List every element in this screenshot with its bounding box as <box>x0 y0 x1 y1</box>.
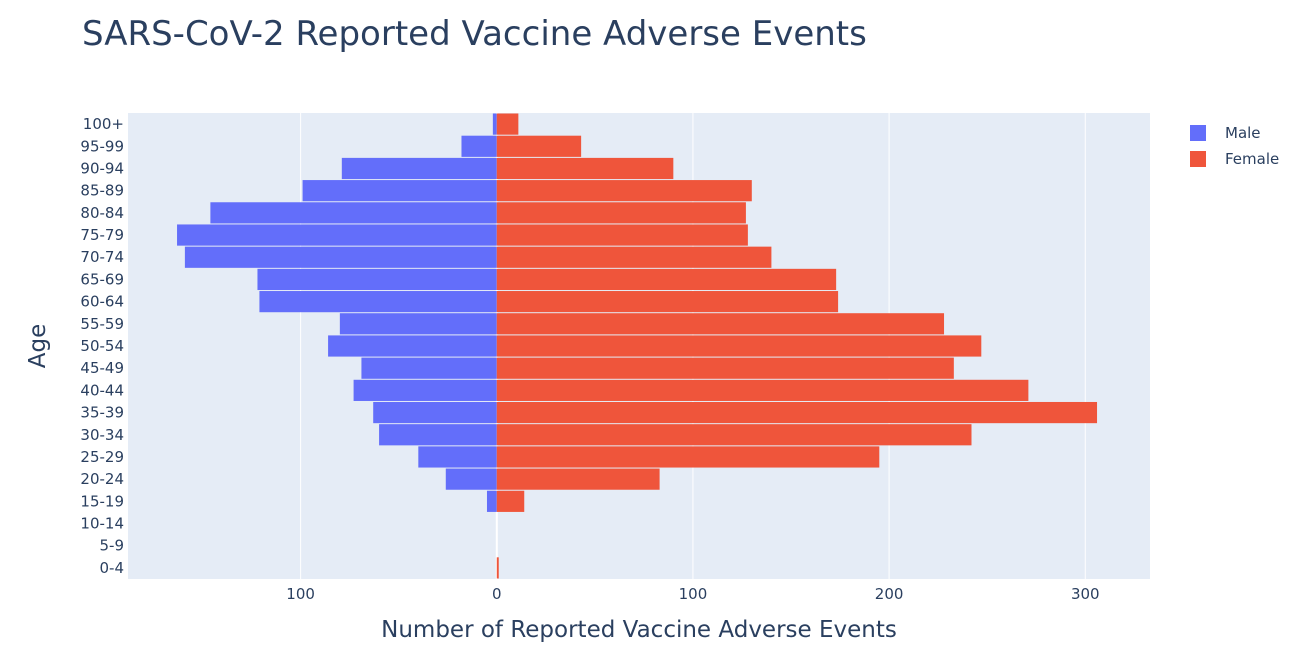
bar-female <box>496 424 972 446</box>
bar-male <box>328 335 497 357</box>
bar-male <box>302 180 497 202</box>
y-tick-label: 65-69 <box>80 270 124 288</box>
legend[interactable]: Male Female <box>1190 124 1279 168</box>
y-tick-label: 90-94 <box>80 159 124 177</box>
x-axis-title: Number of Reported Vaccine Adverse Event… <box>381 617 897 643</box>
bar-male <box>259 291 497 313</box>
page-title: SARS-CoV-2 Reported Vaccine Adverse Even… <box>82 14 867 54</box>
bar-female <box>496 335 982 357</box>
bar-female <box>496 157 674 180</box>
legend-item-male[interactable]: Male <box>1190 124 1261 142</box>
bar-female <box>496 557 499 579</box>
bar-male <box>461 135 497 157</box>
y-tick-label: 80-84 <box>80 204 124 222</box>
bar-male <box>418 446 497 468</box>
x-tick-label: 0 <box>492 585 502 603</box>
bar-female <box>496 291 839 313</box>
y-tick-label: 30-34 <box>80 426 124 444</box>
x-axis-ticks: 100 0 100 200 300 <box>286 585 1099 603</box>
bar-female <box>496 135 582 157</box>
y-tick-label: 55-59 <box>80 315 124 333</box>
bars <box>177 113 1098 579</box>
y-tick-label: 35-39 <box>80 404 124 422</box>
x-tick-label: 200 <box>875 585 904 603</box>
bar-female <box>496 379 1029 401</box>
x-tick-label: 300 <box>1071 585 1100 603</box>
bar-male <box>486 490 497 512</box>
x-tick-label: 100 <box>679 585 708 603</box>
legend-label: Male <box>1225 124 1261 142</box>
bar-female <box>496 202 746 224</box>
y-tick-label: 15-19 <box>80 492 124 510</box>
bar-male <box>361 357 497 379</box>
bar-female <box>496 224 748 246</box>
bar-female <box>496 313 945 335</box>
bar-female <box>496 446 880 468</box>
bar-male <box>353 379 497 401</box>
y-tick-label: 45-49 <box>80 359 124 377</box>
legend-swatch <box>1190 151 1206 167</box>
y-tick-label: 60-64 <box>80 293 124 311</box>
y-axis-title: Age <box>25 324 51 368</box>
bar-male <box>445 468 497 490</box>
bar-male <box>257 268 497 291</box>
legend-label: Female <box>1225 150 1279 168</box>
bar-female <box>496 113 519 135</box>
bar-female <box>496 401 1098 424</box>
bar-female <box>496 490 525 512</box>
bar-female <box>496 468 660 490</box>
bar-female <box>496 268 837 291</box>
y-axis-ticks: 0-4 5-9 10-14 15-19 20-24 25-29 30-34 35-39 40-4… <box>80 115 124 577</box>
y-tick-label: 75-79 <box>80 226 124 244</box>
x-tick-label: 100 <box>286 585 315 603</box>
bar-male <box>341 157 497 180</box>
bar-male <box>492 113 497 135</box>
bar-male <box>177 224 497 246</box>
bar-female <box>496 180 752 202</box>
bar-male <box>373 401 497 424</box>
bar-male <box>184 246 497 268</box>
y-tick-label: 70-74 <box>80 248 124 266</box>
y-tick-label: 85-89 <box>80 182 124 200</box>
legend-item-female[interactable]: Female <box>1190 150 1279 168</box>
y-tick-label: 100+ <box>83 115 124 133</box>
y-tick-label: 0-4 <box>100 559 125 577</box>
bar-female <box>496 357 954 379</box>
legend-swatch <box>1190 125 1206 141</box>
bar-female <box>496 246 772 268</box>
bar-male <box>210 202 497 224</box>
bar-male <box>339 313 497 335</box>
y-tick-label: 40-44 <box>80 381 124 399</box>
y-tick-label: 25-29 <box>80 448 124 466</box>
y-tick-label: 95-99 <box>80 137 124 155</box>
y-tick-label: 20-24 <box>80 470 124 488</box>
bar-male <box>379 424 497 446</box>
y-tick-label: 10-14 <box>80 515 124 533</box>
y-tick-label: 50-54 <box>80 337 124 355</box>
y-tick-label: 5-9 <box>100 537 125 555</box>
